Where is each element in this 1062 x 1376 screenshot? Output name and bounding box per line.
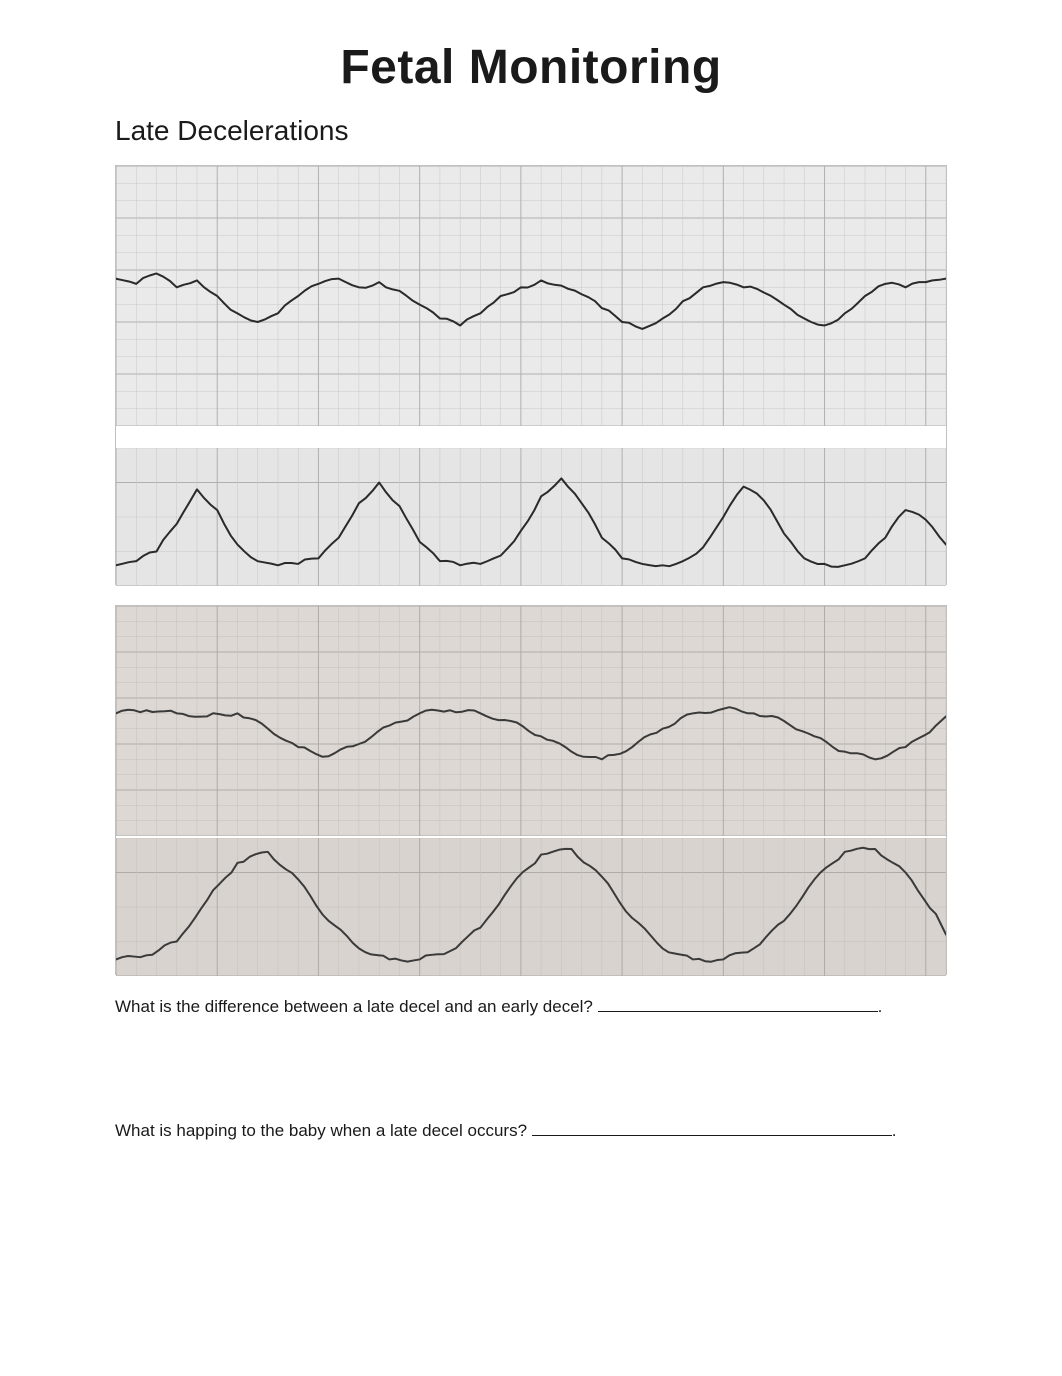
- page-title: Fetal Monitoring: [0, 40, 1062, 95]
- content-area: Late Decelerations What is the differenc…: [0, 115, 1062, 1143]
- question-2-blank: [532, 1119, 892, 1136]
- strip-gap-1: [116, 426, 946, 446]
- section-heading: Late Decelerations: [115, 115, 947, 147]
- question-1-text: What is the difference between a late de…: [115, 997, 598, 1016]
- fhr-trace-1: [116, 166, 946, 426]
- fhr-panel-1: [116, 166, 946, 426]
- question-1: What is the difference between a late de…: [115, 995, 947, 1019]
- toco-panel-1: [116, 446, 946, 586]
- fhr-trace-2: [116, 606, 946, 836]
- question-1-blank: [598, 995, 878, 1012]
- question-2: What is happing to the baby when a late …: [115, 1119, 947, 1143]
- efm-strip-1: [115, 165, 947, 585]
- question-2-suffix: .: [892, 1121, 897, 1140]
- efm-strip-2: [115, 605, 947, 975]
- question-2-text: What is happing to the baby when a late …: [115, 1121, 532, 1140]
- toco-trace-1: [116, 448, 946, 586]
- toco-trace-2: [116, 838, 946, 976]
- question-1-suffix: .: [878, 997, 883, 1016]
- fhr-panel-2: [116, 606, 946, 836]
- toco-panel-2: [116, 836, 946, 976]
